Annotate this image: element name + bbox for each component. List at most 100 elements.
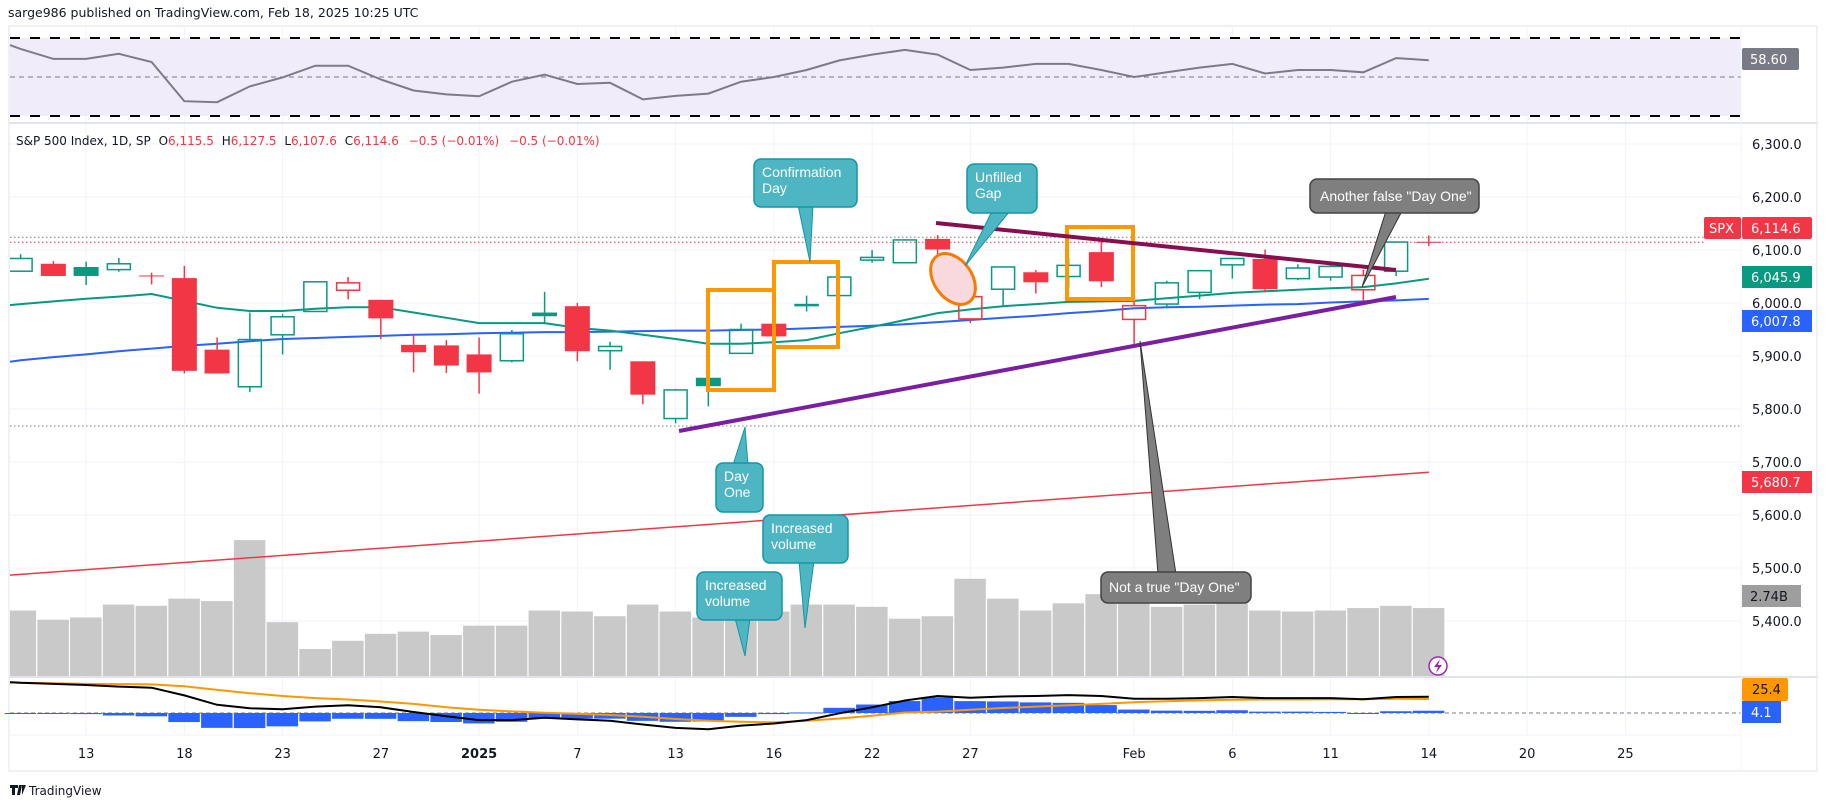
volume-bar	[1118, 601, 1150, 676]
false-day-one-box[interactable]	[1065, 225, 1135, 301]
volume-bar	[626, 604, 659, 676]
volume-bar	[233, 540, 266, 676]
macd-histogram-bar	[1052, 702, 1085, 713]
published-caption: sarge986 published on TradingView.com, F…	[8, 5, 419, 20]
macd-signal-line	[9, 681, 1429, 724]
candle-body	[499, 332, 525, 362]
candle-body	[859, 256, 885, 261]
callout-day-one[interactable]: Day One	[715, 426, 764, 513]
candle-body	[1285, 267, 1311, 280]
candle	[564, 303, 590, 362]
volume-bar	[561, 611, 593, 676]
volume-bar	[10, 610, 37, 676]
candle	[728, 323, 754, 355]
callout-text: Confirmation Day	[762, 164, 842, 196]
volume-bar	[1019, 610, 1052, 676]
candle-body	[1088, 252, 1114, 282]
candle	[401, 334, 427, 373]
red-ma-label: 5,680.7	[1751, 476, 1801, 491]
candle	[1187, 269, 1212, 300]
candle-body	[10, 257, 33, 272]
time-tick-label: 16	[766, 747, 783, 762]
drawings[interactable]: Confirmation Day Unfilled Gap Day One In…	[678, 158, 1480, 657]
volume-bar	[594, 616, 626, 676]
candle	[1154, 280, 1180, 309]
tradingview-logo-icon	[10, 785, 26, 795]
callout-unfilled-gap[interactable]: Unfilled Gap	[964, 163, 1038, 267]
candle	[433, 340, 459, 373]
candle-body	[1154, 282, 1180, 305]
candle-body	[1318, 265, 1343, 278]
volume-bar	[528, 610, 561, 676]
candle	[1023, 270, 1049, 294]
macd-histogram-bar	[1249, 711, 1281, 713]
price-tick-label: 5,600.0	[1752, 509, 1802, 524]
volume-bars	[10, 540, 1445, 676]
macd-histogram-bar	[528, 713, 561, 719]
volume-bar	[757, 611, 790, 676]
candle	[237, 312, 263, 393]
volume-bar	[397, 631, 430, 676]
candle	[990, 266, 1016, 306]
day-one-box[interactable]	[706, 288, 776, 392]
volume-bar	[888, 618, 921, 676]
symbol-legend: S&P 500 Index, 1D, SP O6,115.5 H6,127.5 …	[16, 134, 600, 148]
volume-bar	[135, 605, 168, 676]
blue-ma-label: 6,007.8	[1751, 315, 1801, 330]
candle	[663, 388, 688, 424]
candle	[1351, 269, 1376, 302]
price-axis[interactable]: 6,300.0 6,200.0 6,100.0 6,000.0 5,900.0 5,800…	[1752, 138, 1802, 630]
candle	[10, 254, 33, 272]
rsi-pane[interactable]	[9, 37, 1741, 117]
unfilled-gap-ellipse[interactable]	[921, 245, 984, 313]
volume-bar	[856, 606, 888, 676]
axis-value-labels: 58.60 SPX 6,114.6 6,045.9 6,007.8 5,680.…	[1704, 48, 1812, 723]
macd-histogram-bar	[70, 713, 102, 715]
candle-body	[564, 306, 590, 352]
chart-frame	[8, 25, 1818, 772]
callout-another-false-day-one[interactable]: Another false "Day One"	[1309, 178, 1480, 288]
candle-body	[1220, 257, 1245, 266]
volume-bar	[692, 617, 724, 676]
volume-bar	[1052, 603, 1085, 676]
macd-histogram-bar	[495, 713, 528, 722]
callout-not-true-day-one[interactable]: Not a true "Day One"	[1100, 340, 1252, 604]
callout-increased-volume-1[interactable]: Increased volume	[762, 514, 849, 629]
macd-histogram-bar	[201, 713, 233, 728]
volume-bar	[1150, 606, 1183, 676]
time-tick-label: 14	[1421, 747, 1438, 762]
candle-body	[171, 278, 197, 371]
candle-body	[1121, 304, 1147, 321]
macd-histogram-bar	[725, 713, 757, 717]
candle	[859, 250, 885, 263]
volume-bar	[1249, 610, 1281, 676]
candle	[171, 265, 197, 374]
macd-histogram-bar	[430, 713, 462, 723]
callout-increased-volume-2[interactable]: Increased volume	[696, 571, 783, 657]
candle-body	[204, 349, 230, 374]
volume-bar	[954, 578, 986, 676]
candle	[106, 257, 132, 272]
candle	[630, 361, 656, 405]
callout-text: Not a true "Day One"	[1109, 579, 1240, 595]
time-axis[interactable]: 13 18 23 27 2025 7 13 16 22 27 Feb 6 11 14 20 25	[78, 747, 1634, 762]
callout-confirmation-day[interactable]: Confirmation Day	[753, 158, 858, 263]
candle-body	[1252, 259, 1278, 290]
time-tick-label: 23	[274, 747, 291, 762]
macd-histogram-bar	[659, 713, 692, 722]
lightning-icon[interactable]	[1428, 656, 1448, 676]
candle	[1088, 239, 1114, 288]
time-tick-label: 7	[573, 747, 581, 762]
tradingview-logo[interactable]: TradingView	[10, 784, 102, 798]
price-tick-label: 5,500.0	[1752, 562, 1802, 577]
candle-body	[728, 328, 754, 355]
reference-lines	[10, 236, 1741, 427]
macd-histogram-bar	[1314, 711, 1347, 713]
time-tick-label: 6	[1228, 747, 1236, 762]
resistance-trendline[interactable]	[935, 221, 1397, 272]
confirmation-day-box[interactable]	[772, 260, 840, 349]
support-trendline[interactable]	[678, 295, 1397, 433]
volume-bar	[463, 625, 495, 676]
callout-text: Increased volume	[771, 520, 833, 552]
